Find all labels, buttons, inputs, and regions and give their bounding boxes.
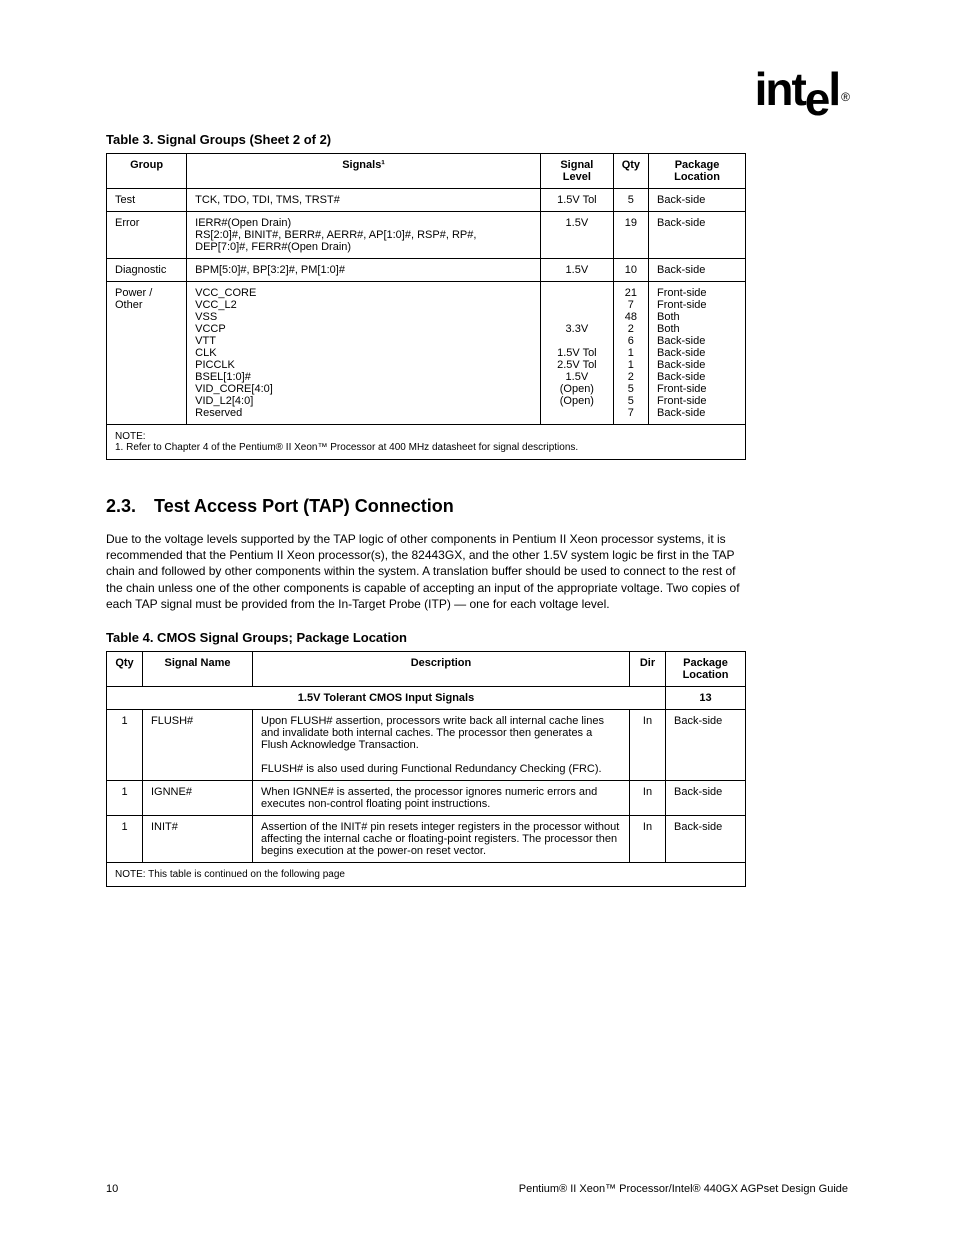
logo-reg: ® bbox=[841, 90, 848, 104]
table3-header-row: Group Signals¹ Signal Level Qty Package … bbox=[107, 154, 746, 189]
cell-signals: VCC_CORE VCC_L2 VSS VCCP VTT CLK PICCLK … bbox=[187, 282, 541, 425]
cell-level: 1.5V Tol bbox=[541, 189, 614, 212]
cell-loc: Back-side bbox=[649, 212, 746, 259]
logo-text: intel bbox=[755, 63, 840, 125]
th-signals: Signals¹ bbox=[187, 154, 541, 189]
table4-header-row: Qty Signal Name Description Dir Package … bbox=[107, 651, 746, 686]
cell-group: Power / Other bbox=[107, 282, 187, 425]
cell-name: IGNNE# bbox=[143, 780, 253, 815]
table4-subheader: 1.5V Tolerant CMOS Input Signals 13 bbox=[107, 686, 746, 709]
th-loc: Package Location bbox=[666, 651, 746, 686]
cell-qty: 1 bbox=[107, 815, 143, 862]
table3-caption: Table 3. Signal Groups (Sheet 2 of 2) bbox=[106, 132, 848, 147]
doc-title: Pentium® II Xeon™ Processor/Intel® 440GX… bbox=[519, 1183, 848, 1195]
cell-loc: Back-side bbox=[649, 189, 746, 212]
page-number: 10 bbox=[106, 1183, 118, 1195]
cell-dir: In bbox=[630, 780, 666, 815]
cell-qty: 1 bbox=[107, 709, 143, 780]
cell-desc: When IGNNE# is asserted, the processor i… bbox=[253, 780, 630, 815]
cell-dir: In bbox=[630, 709, 666, 780]
table-row: 1 INIT# Assertion of the INIT# pin reset… bbox=[107, 815, 746, 862]
table-row: Power / Other VCC_CORE VCC_L2 VSS VCCP V… bbox=[107, 282, 746, 425]
table4-note: NOTE: This table is continued on the fol… bbox=[107, 862, 746, 886]
cell-signals: BPM[5:0]#, BP[3:2]#, PM[1:0]# bbox=[187, 259, 541, 282]
cell-loc: Back-side bbox=[666, 780, 746, 815]
th-name: Signal Name bbox=[143, 651, 253, 686]
th-qty: Qty bbox=[613, 154, 648, 189]
page-footer: 10 Pentium® II Xeon™ Processor/Intel® 44… bbox=[106, 1183, 848, 1195]
th-loc: Package Location bbox=[649, 154, 746, 189]
cell-name: FLUSH# bbox=[143, 709, 253, 780]
cell-loc: Back-side bbox=[666, 709, 746, 780]
cell-qty: 21 7 48 2 6 1 1 2 5 5 7 bbox=[613, 282, 648, 425]
table4-caption: Table 4. CMOS Signal Groups; Package Loc… bbox=[106, 630, 848, 645]
cell-loc: Back-side bbox=[666, 815, 746, 862]
section-body: Due to the voltage levels supported by t… bbox=[106, 531, 746, 612]
table4: Qty Signal Name Description Dir Package … bbox=[106, 651, 746, 887]
cell-level: 3.3V 1.5V Tol 2.5V Tol 1.5V (Open) (Open… bbox=[541, 282, 614, 425]
cell-qty: 1 bbox=[107, 780, 143, 815]
cell-loc: Front-side Front-side Both Both Back-sid… bbox=[649, 282, 746, 425]
cell-dir: In bbox=[630, 815, 666, 862]
table-row: Diagnostic BPM[5:0]#, BP[3:2]#, PM[1:0]#… bbox=[107, 259, 746, 282]
subhead-count: 13 bbox=[666, 686, 746, 709]
cell-desc: Assertion of the INIT# pin resets intege… bbox=[253, 815, 630, 862]
cell-signals: TCK, TDO, TDI, TMS, TRST# bbox=[187, 189, 541, 212]
th-level: Signal Level bbox=[541, 154, 614, 189]
cell-desc: Upon FLUSH# assertion, processors write … bbox=[253, 709, 630, 780]
table4-note-row: NOTE: This table is continued on the fol… bbox=[107, 862, 746, 886]
th-group: Group bbox=[107, 154, 187, 189]
cell-level: 1.5V bbox=[541, 212, 614, 259]
table3-note: NOTE: 1. Refer to Chapter 4 of the Penti… bbox=[107, 425, 746, 460]
table-row: 1 IGNNE# When IGNNE# is asserted, the pr… bbox=[107, 780, 746, 815]
th-qty: Qty bbox=[107, 651, 143, 686]
table-row: 1 FLUSH# Upon FLUSH# assertion, processo… bbox=[107, 709, 746, 780]
cell-group: Diagnostic bbox=[107, 259, 187, 282]
section-title: Test Access Port (TAP) Connection bbox=[154, 496, 454, 517]
cell-level: 1.5V bbox=[541, 259, 614, 282]
th-dir: Dir bbox=[630, 651, 666, 686]
table3-note-row: NOTE: 1. Refer to Chapter 4 of the Penti… bbox=[107, 425, 746, 460]
cell-qty: 10 bbox=[613, 259, 648, 282]
cell-name: INIT# bbox=[143, 815, 253, 862]
cell-signals: IERR#(Open Drain) RS[2:0]#, BINIT#, BERR… bbox=[187, 212, 541, 259]
table-row: Test TCK, TDO, TDI, TMS, TRST# 1.5V Tol … bbox=[107, 189, 746, 212]
cell-group: Test bbox=[107, 189, 187, 212]
cell-loc: Back-side bbox=[649, 259, 746, 282]
cell-qty: 5 bbox=[613, 189, 648, 212]
table-row: Error IERR#(Open Drain) RS[2:0]#, BINIT#… bbox=[107, 212, 746, 259]
section-number: 2.3. bbox=[106, 496, 136, 517]
cell-group: Error bbox=[107, 212, 187, 259]
table3: Group Signals¹ Signal Level Qty Package … bbox=[106, 153, 746, 460]
cell-qty: 19 bbox=[613, 212, 648, 259]
intel-logo: intel® bbox=[755, 62, 846, 116]
th-desc: Description bbox=[253, 651, 630, 686]
subhead-label: 1.5V Tolerant CMOS Input Signals bbox=[107, 686, 666, 709]
